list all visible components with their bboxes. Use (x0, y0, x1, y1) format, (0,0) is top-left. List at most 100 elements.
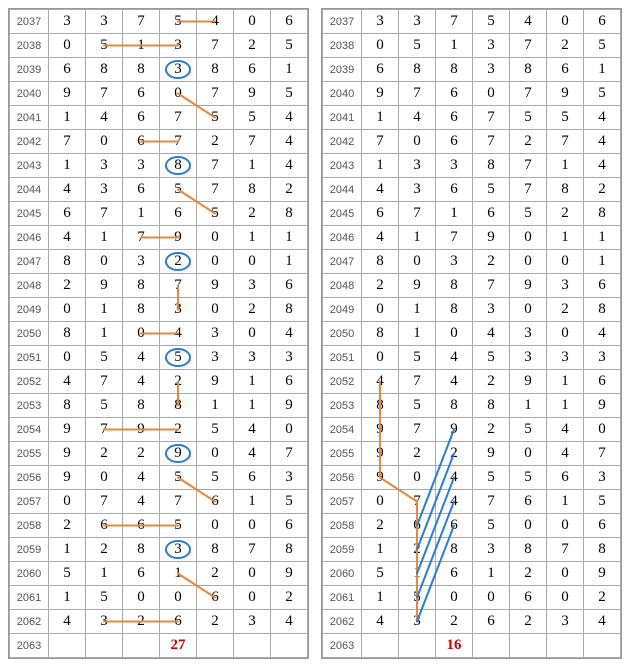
data-cell: 1 (510, 394, 547, 418)
data-cell: 2 (362, 514, 399, 538)
data-cell: 1 (160, 562, 197, 586)
data-cell (271, 634, 308, 658)
data-cell: 2 (234, 34, 271, 58)
data-cell: 0 (362, 490, 399, 514)
row-id: 2040 (10, 82, 49, 106)
data-cell: 0 (49, 490, 86, 514)
data-cell: 2 (49, 274, 86, 298)
table-row: 20508104304 (10, 322, 308, 346)
row-id: 2041 (10, 106, 49, 130)
data-cell: 8 (473, 154, 510, 178)
data-cell: 0 (160, 82, 197, 106)
data-cell: 7 (510, 82, 547, 106)
data-cell: 9 (473, 226, 510, 250)
row-id: 2042 (10, 130, 49, 154)
data-cell: 6 (399, 514, 436, 538)
data-cell: 0 (399, 466, 436, 490)
data-cell: 4 (547, 418, 584, 442)
row-id: 2056 (323, 466, 362, 490)
table-row: 20444365782 (323, 178, 621, 202)
data-cell: 1 (584, 58, 621, 82)
data-cell: 8 (197, 58, 234, 82)
data-cell: 0 (123, 322, 160, 346)
data-cell: 6 (271, 514, 308, 538)
data-cell: 5 (473, 178, 510, 202)
data-cell: 9 (473, 442, 510, 466)
data-cell: 4 (436, 370, 473, 394)
data-cell: 5 (197, 202, 234, 226)
data-cell: 3 (399, 154, 436, 178)
data-cell: 4 (362, 610, 399, 634)
data-cell: 6 (584, 274, 621, 298)
data-cell: 3 (473, 58, 510, 82)
data-cell: 6 (123, 130, 160, 154)
data-cell: 5 (160, 466, 197, 490)
data-cell: 5 (160, 514, 197, 538)
data-cell: 8 (86, 58, 123, 82)
data-cell: 5 (271, 34, 308, 58)
data-cell: 6 (271, 10, 308, 34)
data-cell: 8 (160, 154, 197, 178)
data-cell: 0 (160, 586, 197, 610)
data-cell: 4 (436, 466, 473, 490)
data-cell: 0 (197, 226, 234, 250)
table-row: 20431338714 (323, 154, 621, 178)
data-cell: 1 (271, 58, 308, 82)
data-cell: 9 (49, 418, 86, 442)
data-cell: 2 (123, 442, 160, 466)
data-cell: 7 (123, 10, 160, 34)
row-id: 2063 (10, 634, 49, 658)
row-id: 2052 (10, 370, 49, 394)
data-cell: 6 (234, 58, 271, 82)
data-cell: 5 (271, 82, 308, 106)
data-cell: 9 (197, 274, 234, 298)
data-cell: 4 (49, 226, 86, 250)
table-row: 20549792540 (323, 418, 621, 442)
data-cell: 1 (584, 226, 621, 250)
data-cell: 3 (547, 610, 584, 634)
row-id: 2057 (10, 490, 49, 514)
right-table-panel: 2037337540620380513725203968838612040976… (321, 8, 622, 659)
data-cell: 1 (473, 562, 510, 586)
data-cell: 6 (49, 58, 86, 82)
data-cell: 4 (271, 610, 308, 634)
data-cell: 7 (473, 106, 510, 130)
data-cell: 3 (510, 346, 547, 370)
data-cell: 0 (547, 250, 584, 274)
data-cell: 6 (197, 586, 234, 610)
data-cell: 8 (510, 58, 547, 82)
data-cell: 2 (197, 562, 234, 586)
table-row: 20624326234 (10, 610, 308, 634)
data-cell: 2 (473, 250, 510, 274)
data-cell: 3 (271, 466, 308, 490)
data-cell (123, 634, 160, 658)
row-id: 2054 (323, 418, 362, 442)
table-row: 20549792540 (10, 418, 308, 442)
data-cell: 6 (123, 106, 160, 130)
data-cell: 4 (123, 346, 160, 370)
data-cell: 3 (160, 34, 197, 58)
row-id: 2060 (323, 562, 362, 586)
data-cell: 7 (399, 202, 436, 226)
data-cell: 2 (160, 250, 197, 274)
data-cell: 1 (86, 226, 123, 250)
data-cell: 4 (362, 226, 399, 250)
row-id: 2042 (323, 130, 362, 154)
data-cell: 1 (547, 154, 584, 178)
data-cell: 2 (510, 130, 547, 154)
data-cell (197, 634, 234, 658)
data-cell: 7 (86, 418, 123, 442)
table-row: 20569045563 (323, 466, 621, 490)
data-cell: 0 (197, 298, 234, 322)
data-cell: 9 (362, 442, 399, 466)
data-cell: 8 (49, 322, 86, 346)
data-cell: 2 (197, 130, 234, 154)
data-cell: 0 (436, 322, 473, 346)
data-cell: 8 (362, 250, 399, 274)
data-cell: 5 (197, 418, 234, 442)
right-table: 2037337540620380513725203968838612040976… (322, 9, 621, 658)
data-cell: 6 (473, 610, 510, 634)
data-cell: 3 (547, 274, 584, 298)
table-row: 20456716528 (10, 202, 308, 226)
data-cell: 7 (399, 490, 436, 514)
